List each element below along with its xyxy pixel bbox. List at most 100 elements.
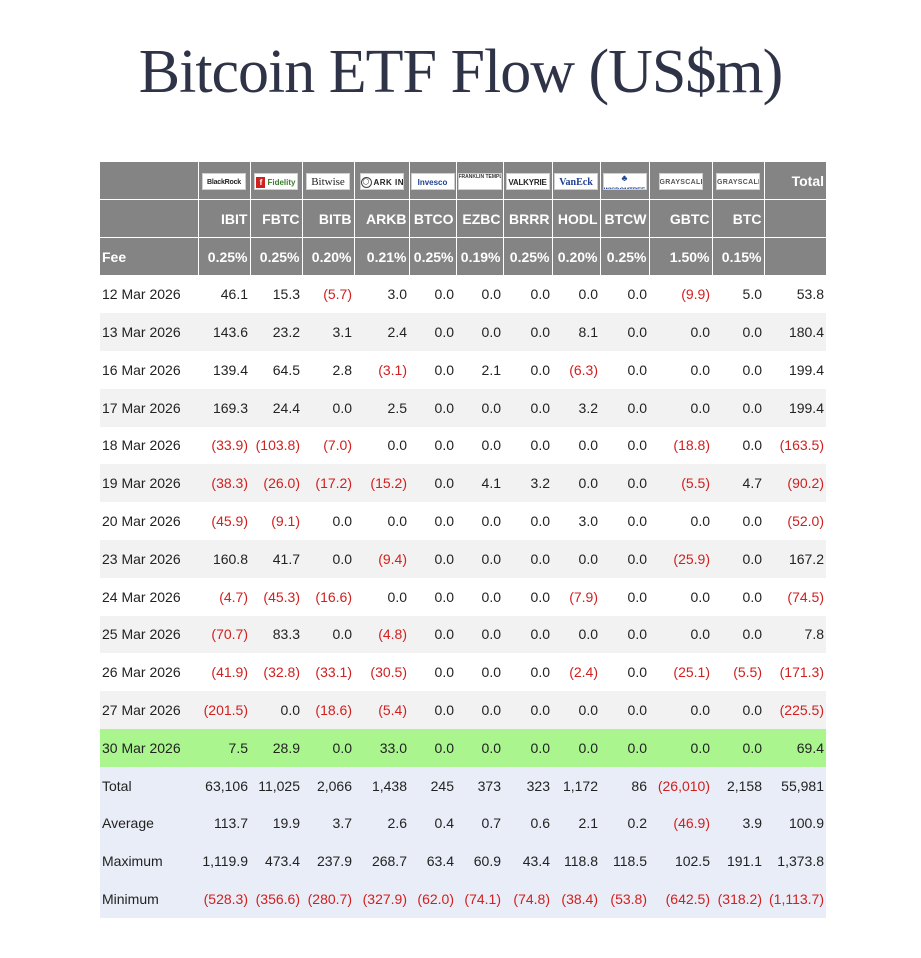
logo-text: Invesco — [417, 177, 448, 187]
ticker-header: FBTC — [250, 199, 303, 239]
flow-value: 0.0 — [503, 728, 552, 767]
fee-value: 0.15% — [712, 237, 765, 276]
ark-logo: ◯ARK INVEST — [359, 172, 404, 190]
flow-value: (9.4) — [354, 539, 409, 578]
flow-value: 0.0 — [649, 691, 712, 729]
flow-value: 8.1 — [552, 313, 600, 351]
ark-circle-icon: ◯ — [360, 176, 372, 188]
flow-value: 0.0 — [649, 350, 712, 389]
ticker-header: ARKB — [354, 199, 410, 239]
fee-value: 0.19% — [456, 237, 504, 276]
logo-text: ARK INVEST — [373, 177, 404, 187]
flow-value: 0.0 — [456, 388, 503, 427]
flow-value: 0.0 — [600, 464, 649, 503]
flow-value: 0.0 — [354, 577, 409, 616]
flow-value: 0.0 — [712, 313, 764, 351]
flow-value: 0.0 — [503, 577, 552, 616]
flow-value: 0.0 — [456, 615, 503, 654]
ticker-header: BTC — [712, 199, 765, 239]
flow-value: 0.0 — [250, 691, 302, 729]
fee-value: 0.25% — [503, 237, 553, 276]
stat-value: 2,066 — [302, 766, 354, 805]
logo-text: FRANKLIN TEMPLETON — [458, 173, 501, 180]
flow-value: (38.3) — [198, 464, 250, 503]
wisdomtree-tree-icon: ♣ — [621, 172, 628, 183]
flow-value: 0.0 — [409, 577, 456, 616]
table-row: 23 Mar 2026 160.8 41.7 0.0 (9.4) 0.0 0.0 0.0 0.0… — [100, 539, 826, 578]
flow-value: 0.0 — [503, 313, 552, 351]
logo-text: Fidelity — [267, 177, 296, 187]
flow-value: 2.1 — [456, 350, 503, 389]
table-row: 12 Mar 2026 46.1 15.3 (5.7) 3.0 0.0 0.0 0.0 0.0 0… — [100, 275, 826, 314]
flow-value: 0.0 — [456, 691, 503, 729]
blank-header-cell — [764, 199, 826, 239]
flow-value: (9.1) — [250, 502, 302, 540]
flow-value: 139.4 — [198, 350, 250, 389]
stat-value: 102.5 — [649, 842, 712, 881]
flow-value: (15.2) — [354, 464, 409, 503]
stats-row: Total 63,106 11,025 2,066 1,438 245 373 323 1,17… — [100, 766, 826, 805]
flow-value: (17.2) — [302, 464, 354, 503]
row-total: 180.4 — [764, 313, 826, 351]
ticker-row: IBIT FBTC BITB ARKB BTCO EZBC BRRR HODL BTCW GBTC… — [100, 199, 826, 239]
issuer-logo-cell: f Fidelity — [250, 162, 303, 201]
flow-value: 0.0 — [456, 275, 503, 314]
flow-value: 0.0 — [456, 653, 503, 692]
flow-value: 169.3 — [198, 388, 250, 427]
flow-value: 2.4 — [354, 313, 409, 351]
flow-value: 0.0 — [600, 653, 649, 692]
stat-value: (356.6) — [250, 880, 302, 918]
stat-value: 473.4 — [250, 842, 302, 881]
blank-header-cell — [764, 237, 826, 276]
fee-value: 0.20% — [302, 237, 355, 276]
row-total: 69.4 — [764, 728, 826, 767]
grayscale-logo: GRAYSCALE — [716, 172, 760, 190]
table-row: 17 Mar 2026 169.3 24.4 0.0 2.5 0.0 0.0 0.0 3.2 0.… — [100, 388, 826, 427]
ticker-header: GBTC — [649, 199, 713, 239]
ticker-header: HODL — [552, 199, 601, 239]
flow-value: 0.0 — [503, 615, 552, 654]
flow-value: 0.0 — [600, 728, 649, 767]
issuer-logo-cell: FRANKLIN TEMPLETON — [456, 162, 504, 201]
table-row: 27 Mar 2026 (201.5) 0.0 (18.6) (5.4) 0.0 0.0 0.… — [100, 691, 826, 729]
flow-value: (5.5) — [712, 653, 764, 692]
fidelity-logo: f Fidelity — [254, 172, 298, 190]
flow-value: 0.0 — [354, 502, 409, 540]
flow-value: (5.5) — [649, 464, 712, 503]
flow-value: 0.0 — [409, 464, 456, 503]
fee-value: 0.21% — [354, 237, 410, 276]
invesco-logo: Invesco — [410, 172, 455, 190]
flow-value: (7.0) — [302, 426, 354, 465]
logo-text: GRAYSCALE — [659, 178, 703, 186]
issuer-logo-cell: VanEck — [552, 162, 601, 201]
flow-value: 3.2 — [552, 388, 600, 427]
flow-value: (32.8) — [250, 653, 302, 692]
logo-text: VALKYRIE — [508, 177, 547, 187]
stat-value: 118.5 — [600, 842, 649, 881]
flow-value: (9.9) — [649, 275, 712, 314]
table-row: 19 Mar 2026 (38.3) (26.0) (17.2) (15.2) 0.0 4.… — [100, 464, 826, 503]
flow-value: 0.0 — [503, 388, 552, 427]
flow-value: (25.9) — [649, 539, 712, 578]
stat-value: 323 — [503, 766, 552, 805]
flow-value: 0.0 — [302, 502, 354, 540]
stat-total: 100.9 — [764, 804, 826, 843]
flow-value: 23.2 — [250, 313, 302, 351]
flow-value: 46.1 — [198, 275, 250, 314]
flow-value: 160.8 — [198, 539, 250, 578]
flow-value: 4.1 — [456, 464, 503, 503]
stat-value: (528.3) — [198, 880, 250, 918]
blank-header-cell — [100, 199, 199, 239]
stats-row: Maximum 1,119.9 473.4 237.9 268.7 63.4 60.9 43.… — [100, 842, 826, 881]
flow-value: (103.8) — [250, 426, 302, 465]
flow-value: 0.0 — [456, 539, 503, 578]
flow-value: (33.1) — [302, 653, 354, 692]
flow-value: 143.6 — [198, 313, 250, 351]
table-row: 30 Mar 2026 7.5 28.9 0.0 33.0 0.0 0.0 0.0 0.0 0.0… — [100, 728, 826, 767]
stat-value: 3.7 — [302, 804, 354, 843]
flow-value: (30.5) — [354, 653, 409, 692]
flow-value: 0.0 — [409, 275, 456, 314]
flow-value: 0.0 — [409, 388, 456, 427]
flow-value: 0.0 — [409, 615, 456, 654]
